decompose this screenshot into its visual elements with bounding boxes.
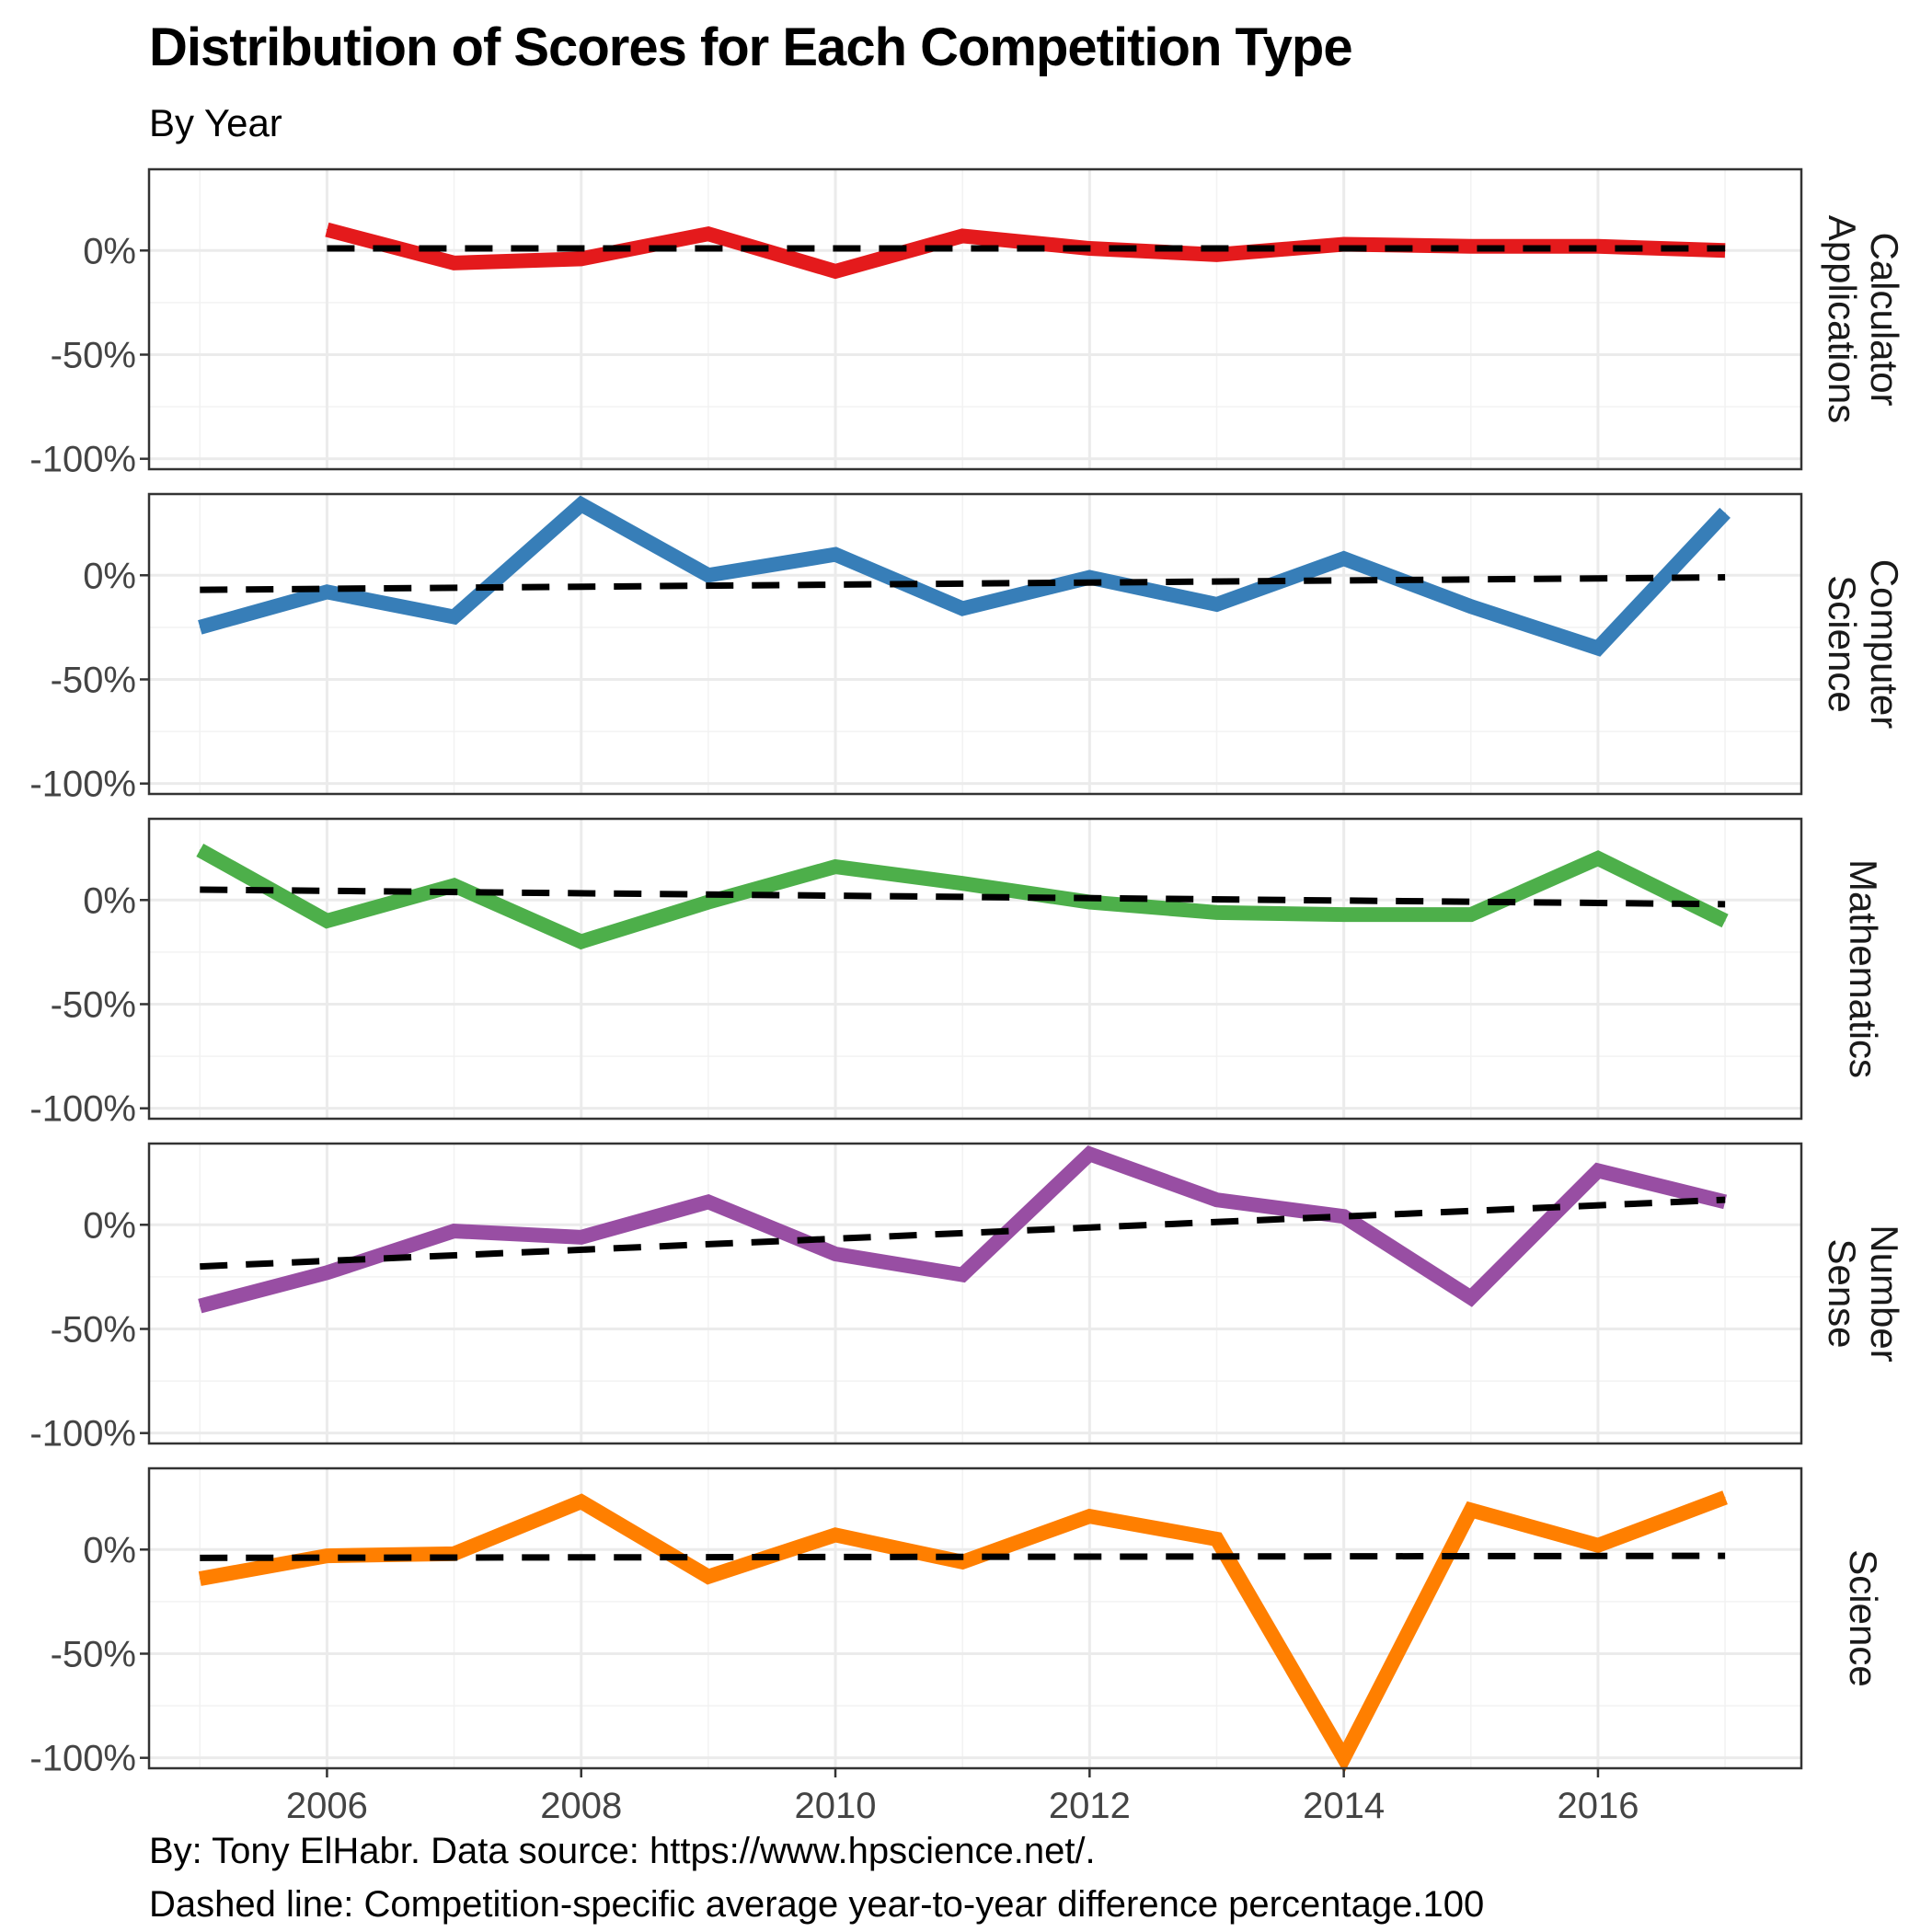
y-tick-label: 0%: [83, 556, 136, 596]
y-tick-label: -50%: [51, 1309, 136, 1350]
facet-strip-label: Science: [1821, 575, 1864, 712]
data-point: [1597, 1545, 1599, 1547]
data-point: [707, 1576, 709, 1578]
panel-border: [147, 817, 1803, 1121]
data-point: [1088, 902, 1090, 903]
average-dashed-line-2: [200, 886, 1726, 908]
data-point: [834, 554, 836, 556]
data-point: [326, 1271, 328, 1273]
x-tick-label: 2008: [540, 1786, 622, 1826]
data-point: [1724, 512, 1726, 513]
data-point: [1724, 920, 1726, 922]
y-tick-label: 0%: [83, 231, 136, 271]
data-point: [1597, 246, 1599, 247]
data-point: [834, 866, 836, 868]
data-point: [1597, 857, 1599, 859]
data-point: [1215, 912, 1217, 914]
data-point: [1343, 244, 1345, 245]
data-point: [1470, 1509, 1472, 1511]
chart-title: Distribution of Scores for Each Competit…: [149, 17, 1353, 77]
y-tick-label: 0%: [83, 1205, 136, 1246]
facet-strip-label: Science: [1842, 1549, 1885, 1686]
facet-strip-label: Sense: [1821, 1238, 1864, 1348]
average-dashed-line-4: [200, 1552, 1726, 1561]
data-point: [834, 1253, 836, 1255]
y-tick-label: -100%: [29, 1089, 136, 1130]
facet-strip-label: Calculator: [1863, 232, 1906, 406]
panel-border: [147, 1466, 1803, 1770]
data-point: [1470, 914, 1472, 915]
x-tick-label: 2016: [1557, 1786, 1639, 1826]
y-tick-label: -50%: [51, 660, 136, 700]
data-point: [961, 608, 963, 610]
data-point: [326, 229, 328, 231]
data-point: [1343, 914, 1345, 915]
data-point: [1470, 246, 1472, 247]
x-tick-label: 2014: [1303, 1786, 1385, 1826]
y-tick-label: -100%: [29, 1414, 136, 1455]
data-point: [1343, 558, 1345, 559]
facet-strip-label: Applications: [1821, 215, 1864, 423]
data-point: [1470, 1297, 1472, 1299]
chart-caption-source: By: Tony ElHabr. Data source: https://ww…: [149, 1831, 1096, 1871]
y-tick-label: 0%: [83, 880, 136, 921]
data-point: [834, 270, 836, 272]
y-tick-label: -50%: [51, 335, 136, 375]
y-tick-label: -100%: [29, 765, 136, 805]
data-point: [1088, 1515, 1090, 1517]
data-point: [1597, 1169, 1599, 1171]
data-point: [326, 1555, 328, 1557]
data-point: [1724, 1497, 1726, 1499]
data-point: [707, 902, 709, 903]
x-tick-label: 2010: [795, 1786, 877, 1826]
data-point: [199, 1305, 201, 1307]
panel-border: [147, 167, 1803, 471]
data-point: [1215, 1199, 1217, 1201]
facet-panel-2: 0% -50% -100% Mathematics: [29, 817, 1885, 1130]
chart-caption-note: Dashed line: Competition-specific averag…: [149, 1884, 1485, 1925]
data-point: [961, 1274, 963, 1276]
data-point: [707, 574, 709, 576]
x-tick-label: 2006: [286, 1786, 368, 1826]
panel-border: [147, 492, 1803, 796]
data-point: [1470, 605, 1472, 607]
facet-strip-label: Computer: [1863, 559, 1906, 729]
data-point: [1088, 1153, 1090, 1155]
facet-strip-label: Mathematics: [1842, 859, 1885, 1078]
x-tick-label: 2012: [1049, 1786, 1131, 1826]
data-point: [1597, 648, 1599, 650]
y-tick-label: -100%: [29, 1739, 136, 1779]
chart-subtitle: By Year: [149, 101, 282, 144]
data-point: [199, 849, 201, 851]
facet-panel-4: 0% -50% -100% Science: [29, 1466, 1885, 1779]
data-point: [707, 233, 709, 235]
data-point: [1343, 1215, 1345, 1217]
data-point: [1215, 254, 1217, 256]
data-point: [199, 1578, 201, 1580]
data-point: [326, 920, 328, 922]
facet-strip-label: Number: [1863, 1225, 1906, 1362]
y-tick-label: -50%: [51, 1634, 136, 1674]
y-tick-label: -50%: [51, 984, 136, 1025]
data-point: [961, 1561, 963, 1563]
panel-border: [147, 1142, 1803, 1445]
average-dashed-line-1: [200, 574, 1726, 593]
data-point: [961, 882, 963, 884]
y-tick-label: -100%: [29, 440, 136, 480]
data-point: [1215, 1538, 1217, 1540]
data-point: [1343, 1757, 1345, 1759]
average-dashed-line-3: [200, 1196, 1726, 1271]
data-point: [1088, 577, 1090, 579]
y-tick-label: 0%: [83, 1530, 136, 1570]
